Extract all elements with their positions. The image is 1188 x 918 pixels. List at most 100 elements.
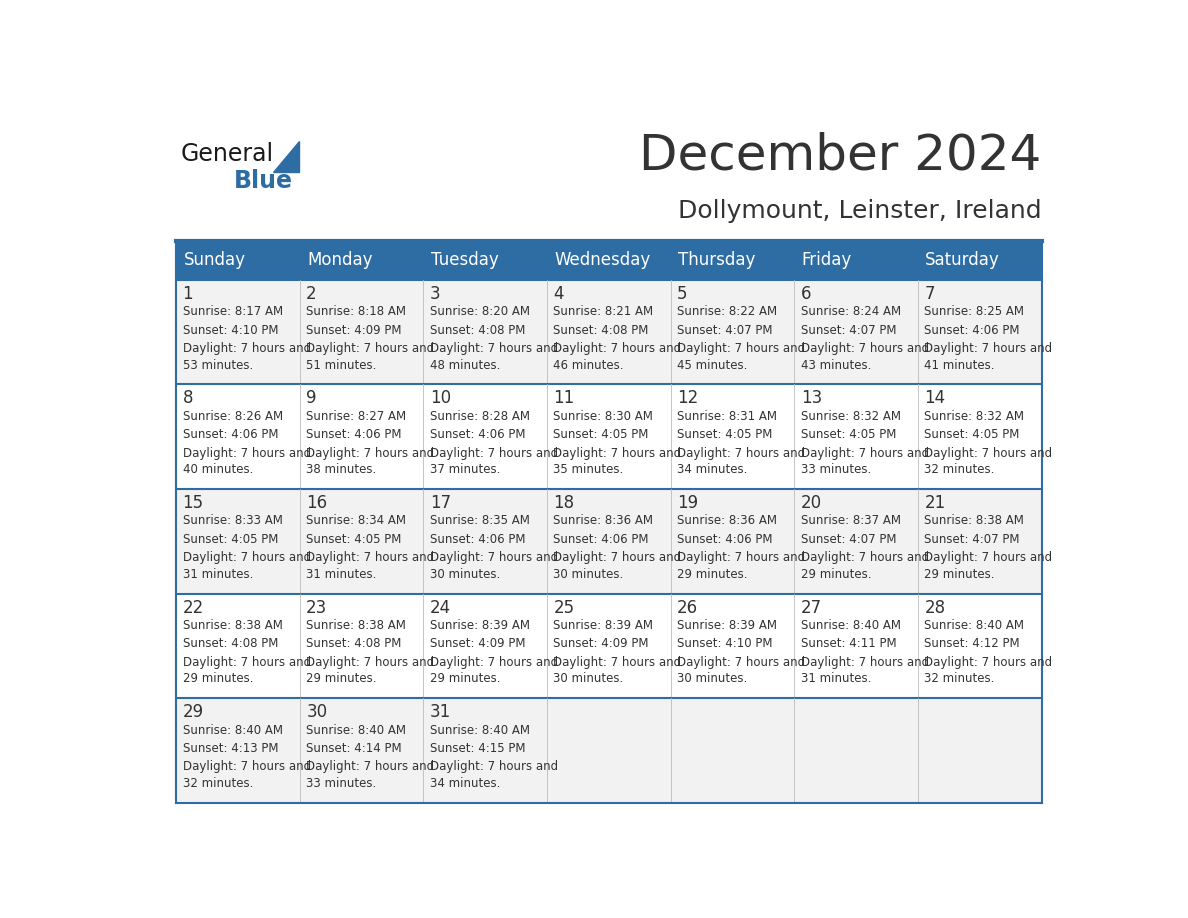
Text: 4: 4	[554, 285, 564, 303]
Text: Sunset: 4:09 PM: Sunset: 4:09 PM	[554, 637, 649, 651]
Bar	[671, 594, 795, 699]
Text: Sunrise: 8:31 AM: Sunrise: 8:31 AM	[677, 409, 777, 423]
Text: Daylight: 7 hours and
29 minutes.: Daylight: 7 hours and 29 minutes.	[677, 551, 805, 581]
Bar	[795, 489, 918, 594]
Text: 1: 1	[183, 285, 194, 303]
Text: Daylight: 7 hours and
53 minutes.: Daylight: 7 hours and 53 minutes.	[183, 342, 311, 372]
Text: Sunrise: 8:33 AM: Sunrise: 8:33 AM	[183, 514, 283, 528]
Text: Daylight: 7 hours and
45 minutes.: Daylight: 7 hours and 45 minutes.	[677, 342, 805, 372]
Text: Tuesday: Tuesday	[431, 252, 499, 269]
Text: Daylight: 7 hours and
32 minutes.: Daylight: 7 hours and 32 minutes.	[924, 655, 1053, 686]
Text: Daylight: 7 hours and
30 minutes.: Daylight: 7 hours and 30 minutes.	[554, 655, 682, 686]
Text: 26: 26	[677, 599, 699, 617]
Text: Daylight: 7 hours and
35 minutes.: Daylight: 7 hours and 35 minutes.	[554, 447, 682, 476]
Bar	[176, 280, 299, 385]
Text: 21: 21	[924, 494, 946, 512]
Text: Sunrise: 8:38 AM: Sunrise: 8:38 AM	[924, 514, 1024, 528]
Text: Sunday: Sunday	[183, 252, 246, 269]
Text: 27: 27	[801, 599, 822, 617]
Text: 3: 3	[430, 285, 441, 303]
Text: Blue: Blue	[234, 169, 293, 193]
Text: Wednesday: Wednesday	[555, 252, 651, 269]
Text: Sunset: 4:12 PM: Sunset: 4:12 PM	[924, 637, 1020, 651]
Text: Sunrise: 8:40 AM: Sunrise: 8:40 AM	[924, 619, 1024, 633]
Text: Sunrise: 8:40 AM: Sunrise: 8:40 AM	[430, 723, 530, 737]
Bar	[299, 489, 423, 594]
Text: Dollymount, Leinster, Ireland: Dollymount, Leinster, Ireland	[678, 198, 1042, 222]
Text: Sunset: 4:06 PM: Sunset: 4:06 PM	[554, 532, 649, 546]
Text: 16: 16	[307, 494, 328, 512]
Text: Daylight: 7 hours and
33 minutes.: Daylight: 7 hours and 33 minutes.	[801, 447, 929, 476]
Text: 15: 15	[183, 494, 203, 512]
Bar	[918, 594, 1042, 699]
Text: 9: 9	[307, 389, 317, 408]
Text: Sunrise: 8:40 AM: Sunrise: 8:40 AM	[801, 619, 901, 633]
Text: Sunset: 4:08 PM: Sunset: 4:08 PM	[307, 637, 402, 651]
Text: Daylight: 7 hours and
30 minutes.: Daylight: 7 hours and 30 minutes.	[677, 655, 805, 686]
Bar	[546, 385, 671, 489]
Text: Daylight: 7 hours and
32 minutes.: Daylight: 7 hours and 32 minutes.	[183, 760, 311, 790]
Text: Sunset: 4:05 PM: Sunset: 4:05 PM	[183, 532, 278, 546]
Text: 25: 25	[554, 599, 575, 617]
Text: Daylight: 7 hours and
30 minutes.: Daylight: 7 hours and 30 minutes.	[430, 551, 558, 581]
Bar	[918, 489, 1042, 594]
Text: 31: 31	[430, 703, 451, 722]
Bar	[299, 594, 423, 699]
Text: Saturday: Saturday	[925, 252, 1000, 269]
Text: Sunset: 4:15 PM: Sunset: 4:15 PM	[430, 742, 525, 756]
Text: Daylight: 7 hours and
46 minutes.: Daylight: 7 hours and 46 minutes.	[554, 342, 682, 372]
Bar	[176, 385, 299, 489]
Bar	[546, 594, 671, 699]
Text: Daylight: 7 hours and
40 minutes.: Daylight: 7 hours and 40 minutes.	[183, 447, 311, 476]
Text: Sunset: 4:05 PM: Sunset: 4:05 PM	[677, 429, 772, 442]
Text: Daylight: 7 hours and
51 minutes.: Daylight: 7 hours and 51 minutes.	[307, 342, 435, 372]
Text: Sunrise: 8:22 AM: Sunrise: 8:22 AM	[677, 306, 777, 319]
Bar	[423, 489, 546, 594]
Text: Sunrise: 8:32 AM: Sunrise: 8:32 AM	[801, 409, 901, 423]
Text: Daylight: 7 hours and
33 minutes.: Daylight: 7 hours and 33 minutes.	[307, 760, 435, 790]
Text: 6: 6	[801, 285, 811, 303]
Text: Daylight: 7 hours and
31 minutes.: Daylight: 7 hours and 31 minutes.	[801, 655, 929, 686]
Text: Daylight: 7 hours and
29 minutes.: Daylight: 7 hours and 29 minutes.	[307, 655, 435, 686]
Text: Sunrise: 8:34 AM: Sunrise: 8:34 AM	[307, 514, 406, 528]
Text: 2: 2	[307, 285, 317, 303]
Text: Sunset: 4:05 PM: Sunset: 4:05 PM	[307, 532, 402, 546]
Text: 12: 12	[677, 389, 699, 408]
Text: Sunset: 4:09 PM: Sunset: 4:09 PM	[307, 324, 402, 337]
Text: 5: 5	[677, 285, 688, 303]
Bar	[176, 489, 299, 594]
Text: Sunrise: 8:36 AM: Sunrise: 8:36 AM	[554, 514, 653, 528]
Bar	[546, 489, 671, 594]
Text: Sunrise: 8:39 AM: Sunrise: 8:39 AM	[554, 619, 653, 633]
Text: Sunrise: 8:39 AM: Sunrise: 8:39 AM	[677, 619, 777, 633]
Text: Sunset: 4:13 PM: Sunset: 4:13 PM	[183, 742, 278, 756]
Text: Daylight: 7 hours and
30 minutes.: Daylight: 7 hours and 30 minutes.	[554, 551, 682, 581]
Text: Sunset: 4:06 PM: Sunset: 4:06 PM	[307, 429, 402, 442]
Bar	[671, 489, 795, 594]
Text: Sunrise: 8:18 AM: Sunrise: 8:18 AM	[307, 306, 406, 319]
Bar	[423, 280, 546, 385]
Text: Daylight: 7 hours and
38 minutes.: Daylight: 7 hours and 38 minutes.	[307, 447, 435, 476]
Bar	[299, 699, 423, 803]
Bar	[299, 385, 423, 489]
Text: Sunset: 4:05 PM: Sunset: 4:05 PM	[801, 429, 896, 442]
Bar	[918, 385, 1042, 489]
Text: 18: 18	[554, 494, 575, 512]
Text: Sunrise: 8:38 AM: Sunrise: 8:38 AM	[183, 619, 283, 633]
Text: Daylight: 7 hours and
29 minutes.: Daylight: 7 hours and 29 minutes.	[430, 655, 558, 686]
Bar	[176, 699, 299, 803]
Text: Sunset: 4:14 PM: Sunset: 4:14 PM	[307, 742, 402, 756]
Text: Sunrise: 8:32 AM: Sunrise: 8:32 AM	[924, 409, 1024, 423]
Text: Sunset: 4:11 PM: Sunset: 4:11 PM	[801, 637, 897, 651]
Text: 14: 14	[924, 389, 946, 408]
Text: Sunset: 4:08 PM: Sunset: 4:08 PM	[183, 637, 278, 651]
Text: Sunrise: 8:30 AM: Sunrise: 8:30 AM	[554, 409, 653, 423]
Text: Daylight: 7 hours and
31 minutes.: Daylight: 7 hours and 31 minutes.	[183, 551, 311, 581]
Text: 24: 24	[430, 599, 451, 617]
Text: Daylight: 7 hours and
34 minutes.: Daylight: 7 hours and 34 minutes.	[430, 760, 558, 790]
Text: Sunset: 4:06 PM: Sunset: 4:06 PM	[430, 532, 525, 546]
Bar	[918, 280, 1042, 385]
Bar	[423, 594, 546, 699]
Text: Daylight: 7 hours and
29 minutes.: Daylight: 7 hours and 29 minutes.	[924, 551, 1053, 581]
Text: 17: 17	[430, 494, 451, 512]
